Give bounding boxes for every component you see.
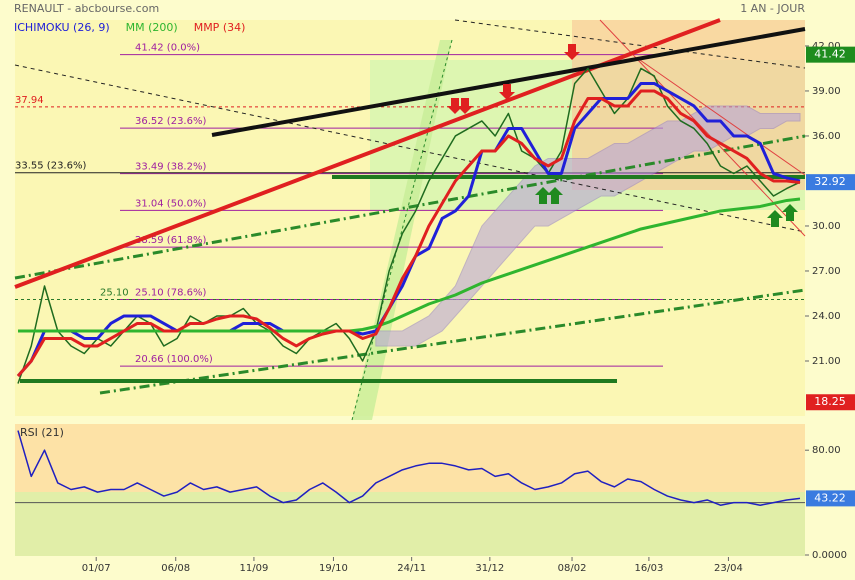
fib-label: 31.04 (50.0%): [135, 198, 206, 209]
rsi-upper-zone: [15, 424, 805, 492]
arrows: [447, 44, 580, 114]
y-tick-label: 21.00: [812, 356, 841, 367]
legend-entry: ICHIMOKU (26, 9): [14, 21, 110, 34]
rsi-tick-label: 0.0000: [812, 550, 847, 561]
legend-entry: MM (200): [126, 21, 178, 34]
price-label-box: [806, 394, 855, 411]
fib-label: 25.10 (78.6%): [135, 287, 206, 298]
trendline: [14, 134, 806, 280]
arrows: [535, 187, 798, 227]
fib-label: 36.52 (23.6%): [135, 116, 206, 127]
x-tick-label: 16/03: [634, 563, 663, 574]
series-line: [16, 81, 801, 377]
y-tick-label: 30.00: [812, 221, 841, 232]
y-tick-label: 36.00: [812, 131, 841, 142]
price-label-box: [806, 46, 855, 63]
x-tick-label: 01/07: [82, 563, 111, 574]
rsi-label: RSI (21): [20, 426, 64, 439]
rsi-last-label: 43.22: [814, 491, 846, 504]
price-label: 32.92: [814, 175, 846, 188]
x-tick-label: 24/11: [397, 563, 426, 574]
series-line: [18, 197, 801, 333]
y-tick-label: 24.00: [812, 311, 841, 322]
x-tick-label: 08/02: [558, 563, 587, 574]
x-tick-label: 31/12: [475, 563, 504, 574]
price-label: 18.25: [814, 395, 846, 408]
channel: [599, 19, 806, 237]
rsi-last-box: [806, 490, 855, 507]
x-tick-label: 11/09: [240, 563, 269, 574]
x-tick-label: 19/10: [319, 563, 348, 574]
trendline: [211, 27, 806, 137]
y-tick-label: 42.00: [812, 41, 841, 52]
title: RENAULT - abcbourse.com: [14, 2, 159, 15]
level-label: 25.10: [100, 287, 129, 298]
x-tick-label: 23/04: [714, 563, 743, 574]
ichimoku-cloud: [375, 105, 801, 347]
x-tick-label: 06/08: [161, 563, 190, 574]
price-label-box: [806, 174, 855, 191]
fib-label: 41.42 (0.0%): [135, 43, 200, 54]
trendline: [14, 64, 806, 233]
legend-entry: MMP (34): [194, 21, 246, 34]
level-label: 33.55 (23.6%): [15, 161, 86, 172]
fib-label: 20.66 (100.0%): [135, 354, 213, 365]
y-tick-label: 39.00: [812, 86, 841, 97]
rsi-tick-label: 80.00: [812, 445, 841, 456]
series-line: [17, 430, 801, 506]
series-line: [16, 89, 801, 377]
fib-label: 28.59 (61.8%): [135, 235, 206, 246]
period: 1 AN - JOUR: [740, 2, 805, 15]
y-tick-label: 27.00: [812, 266, 841, 277]
trendline: [454, 19, 806, 69]
fib-label: 33.49 (38.2%): [135, 162, 206, 173]
price-label: 41.42: [814, 48, 846, 61]
channel: [639, 59, 806, 176]
level-label: 37.94: [15, 95, 44, 106]
